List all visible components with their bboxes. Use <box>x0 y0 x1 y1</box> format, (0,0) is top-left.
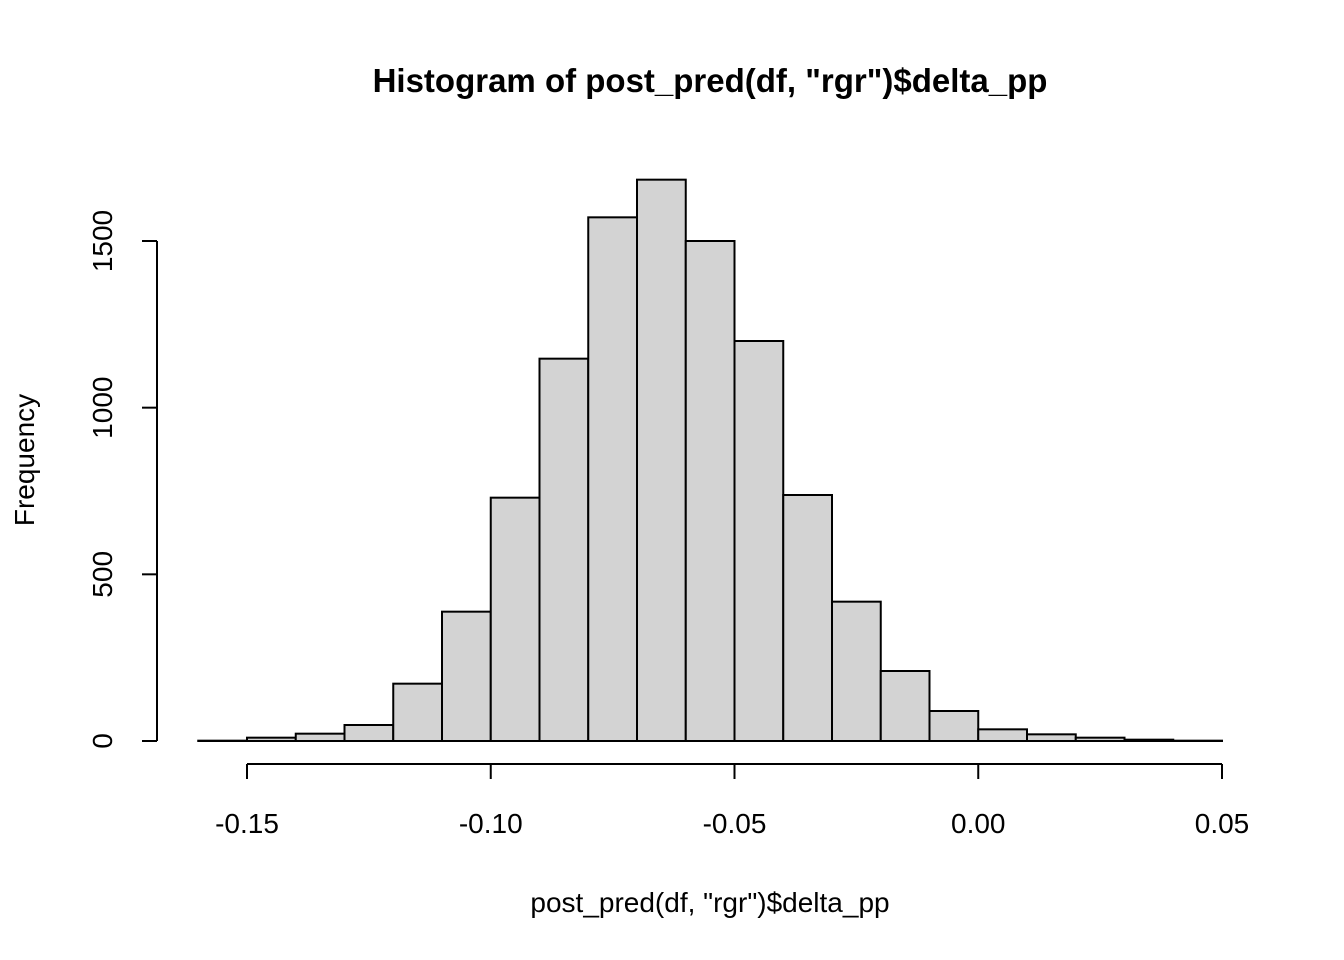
histogram-bar <box>392 682 443 743</box>
x-tick-label: -0.05 <box>703 808 767 839</box>
histogram-bar <box>1074 736 1126 743</box>
x-axis-label: post_pred(df, "rgr")$delta_pp <box>530 887 889 918</box>
y-tick-label: 500 <box>87 551 118 598</box>
histogram-bars <box>197 178 1223 743</box>
histogram-bar <box>538 357 590 742</box>
chart-title: Histogram of post_pred(df, "rgr")$delta_… <box>373 62 1048 99</box>
histogram-bar <box>977 728 1028 742</box>
x-tick-label: -0.15 <box>215 808 279 839</box>
histogram-bar <box>246 736 297 743</box>
histogram-bar <box>489 496 541 742</box>
histogram-bar <box>879 670 931 742</box>
histogram-bar <box>733 340 785 742</box>
y-axis: 0 500 1000 1500 <box>87 210 158 749</box>
histogram-bar <box>831 600 882 743</box>
x-tick-label: 0.00 <box>951 808 1006 839</box>
histogram-bar <box>587 216 638 743</box>
x-tick-label: 0.05 <box>1195 808 1250 839</box>
histogram-bar <box>343 724 395 742</box>
histogram-bar <box>1026 733 1077 742</box>
x-axis: -0.15 -0.10 -0.05 0.00 0.05 <box>215 763 1250 839</box>
histogram-bar <box>928 710 980 742</box>
histogram-bar <box>1123 738 1175 743</box>
y-tick-label: 1500 <box>87 210 118 272</box>
x-tick-label: -0.10 <box>459 808 523 839</box>
histogram-bar <box>294 732 346 743</box>
y-tick-label: 1000 <box>87 377 118 439</box>
histogram-bar <box>684 240 736 742</box>
histogram-bar <box>636 178 687 742</box>
histogram-bar <box>782 494 833 742</box>
y-axis-label: Frequency <box>9 394 40 526</box>
y-tick-label: 0 <box>87 733 118 749</box>
histogram-bar <box>441 610 492 743</box>
